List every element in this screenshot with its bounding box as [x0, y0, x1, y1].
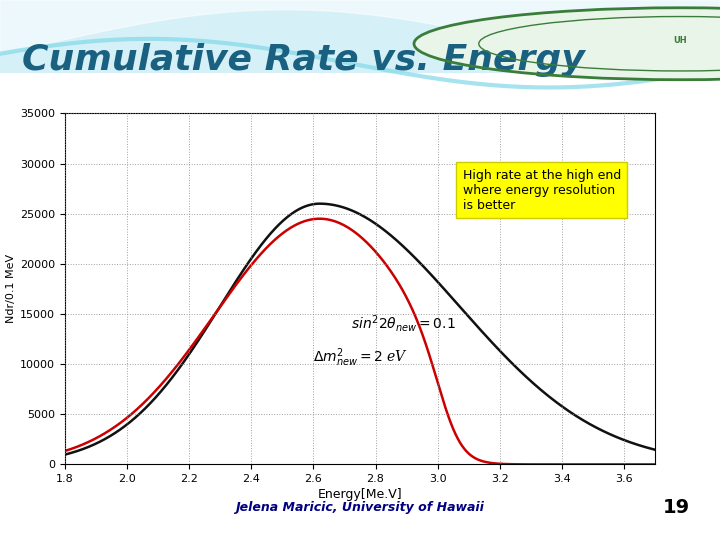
Circle shape — [414, 8, 720, 80]
Text: 19: 19 — [663, 498, 690, 517]
Text: $sin^2 2\theta_{new} = 0.1$: $sin^2 2\theta_{new} = 0.1$ — [351, 313, 456, 334]
Text: Cumulative Rate vs. Energy: Cumulative Rate vs. Energy — [22, 43, 585, 77]
Bar — [0, 73, 720, 97]
Text: UH: UH — [674, 36, 687, 45]
Text: $\Delta m^2_{new} = 2$ eV: $\Delta m^2_{new} = 2$ eV — [313, 347, 408, 369]
Y-axis label: Ndr/0.1 MeV: Ndr/0.1 MeV — [6, 254, 16, 323]
X-axis label: Energy[Me.V]: Energy[Me.V] — [318, 488, 402, 501]
Text: Jelena Maricic, University of Hawaii: Jelena Maricic, University of Hawaii — [235, 501, 485, 514]
Text: High rate at the high end
where energy resolution
is better: High rate at the high end where energy r… — [462, 168, 621, 212]
